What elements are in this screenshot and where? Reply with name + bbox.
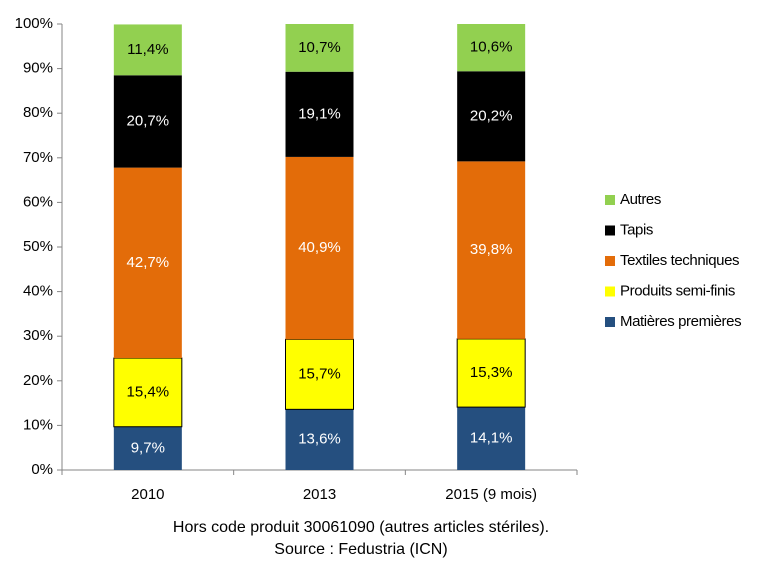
y-tick-label: 30% [23, 327, 53, 344]
y-tick-label: 90% [23, 60, 53, 77]
data-label: 14,1% [470, 430, 513, 447]
y-tick-label: 0% [31, 461, 53, 478]
x-tick-label: 2015 (9 mois) [445, 486, 537, 503]
bar-segment [285, 24, 354, 72]
legend-label: Tapis [620, 221, 653, 238]
bar-segment [457, 24, 526, 72]
bar-segment [457, 71, 526, 162]
bar-segment [456, 338, 526, 408]
bar-segment [285, 156, 354, 340]
data-label: 40,9% [298, 239, 341, 256]
legend-label: Matières premières [620, 313, 741, 330]
data-label: 19,1% [298, 105, 341, 122]
legend-label: Produits semi-finis [620, 282, 735, 299]
data-label: 10,6% [470, 39, 513, 56]
data-label: 13,6% [298, 431, 341, 448]
data-label: 20,2% [470, 107, 513, 124]
bar-segment [457, 161, 526, 339]
legend-label: Textiles techniques [620, 252, 739, 269]
legend-swatch [605, 256, 615, 266]
x-tick-label: 2010 [131, 486, 164, 503]
legend-swatch [605, 317, 615, 327]
chart-note: Hors code produit 30061090 (autres artic… [173, 519, 549, 536]
bar-segment [113, 167, 182, 359]
data-label: 39,8% [470, 241, 513, 258]
legend-swatch [605, 195, 615, 205]
data-label: 10,7% [298, 39, 341, 56]
data-label: 15,4% [127, 383, 170, 400]
bar-segment [285, 409, 354, 470]
data-label: 42,7% [127, 254, 170, 271]
y-tick-label: 50% [23, 238, 53, 255]
y-tick-label: 80% [23, 104, 53, 121]
bar-segment [457, 407, 526, 470]
bar-segment [113, 75, 182, 168]
y-tick-label: 70% [23, 149, 53, 166]
y-tick-label: 20% [23, 372, 53, 389]
data-label: 20,7% [127, 112, 170, 129]
bar-segment [285, 71, 354, 157]
y-tick-label: 100% [15, 15, 53, 32]
y-tick-label: 60% [23, 193, 53, 210]
data-label: 11,4% [127, 41, 168, 58]
chart-source: Source : Fedustria (ICN) [274, 541, 447, 558]
bar-segment [285, 338, 354, 410]
bar-segment [113, 426, 182, 470]
data-label: 15,3% [470, 364, 513, 381]
legend-swatch [605, 286, 615, 297]
bar-segment [113, 357, 183, 428]
legend-label: Autres [620, 191, 661, 208]
y-tick-label: 40% [23, 283, 53, 300]
data-label: 15,7% [298, 365, 341, 382]
bar-segment [113, 24, 182, 76]
x-tick-label: 2013 [303, 486, 336, 503]
y-tick-label: 10% [23, 416, 53, 433]
legend-swatch [605, 225, 615, 236]
data-label: 9,7% [131, 439, 165, 456]
